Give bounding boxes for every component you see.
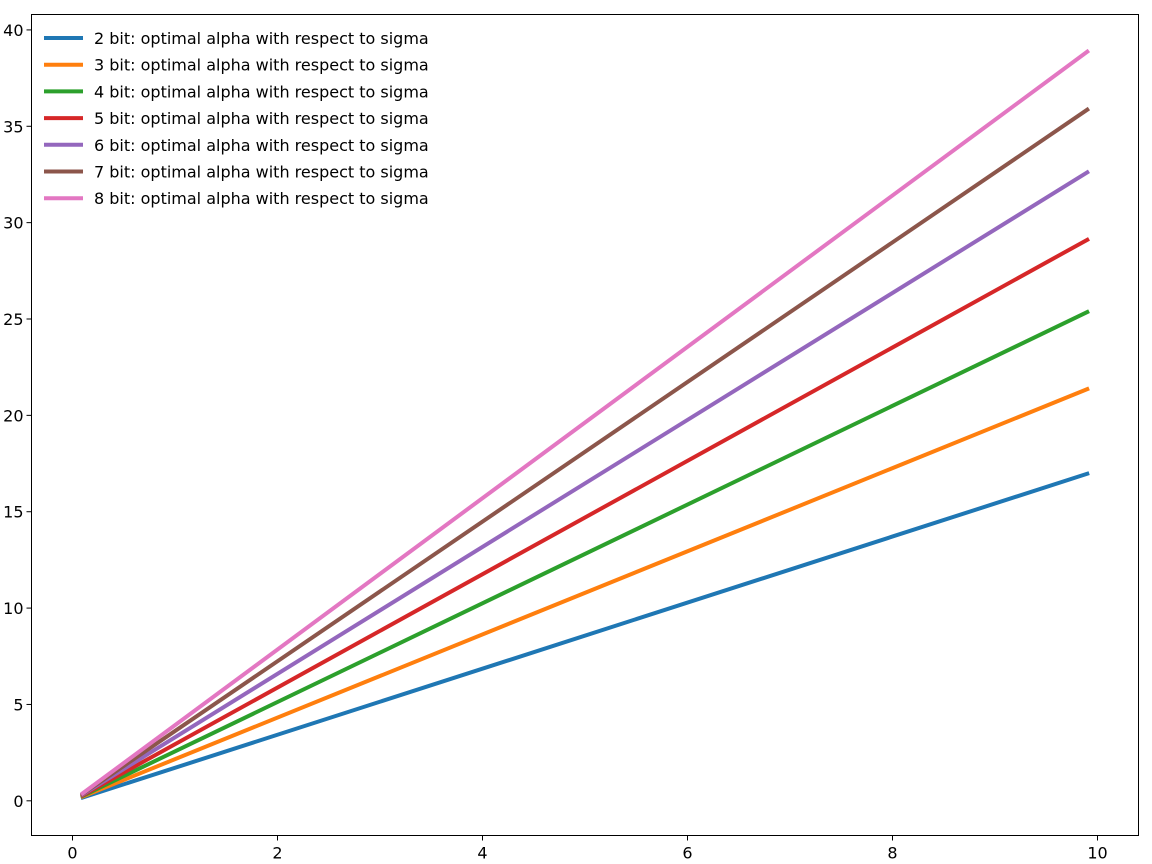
y-tick-label: 5 [13,695,23,714]
legend-item-8-bit: 8 bit: optimal alpha with respect to sig… [44,189,429,208]
y-tick-label: 10 [3,599,23,618]
legend-label: 2 bit: optimal alpha with respect to sig… [94,29,429,48]
x-tick-label: 4 [477,844,487,863]
legend-label: 8 bit: optimal alpha with respect to sig… [94,189,429,208]
y-tick-label: 25 [3,310,23,329]
x-axis: 0 2 4 6 8 10 [67,835,1108,863]
x-tick-label: 2 [272,844,282,863]
y-axis: 0 5 10 15 20 25 30 35 40 [3,21,32,811]
series-line-5-bit [80,237,1090,798]
legend-item-4-bit: 4 bit: optimal alpha with respect to sig… [44,82,429,101]
legend-item-6-bit: 6 bit: optimal alpha with respect to sig… [44,136,429,155]
y-tick-label: 20 [3,406,23,425]
y-tick-label: 15 [3,503,23,522]
series-line-6-bit [79,169,1091,798]
legend-label: 4 bit: optimal alpha with respect to sig… [94,82,429,101]
x-tick-label: 10 [1087,844,1107,863]
y-tick-label: 0 [13,792,23,811]
x-tick-label: 6 [682,844,692,863]
plot-frame [31,14,1139,836]
legend-label: 6 bit: optimal alpha with respect to sig… [94,136,429,155]
legend-label: 5 bit: optimal alpha with respect to sig… [94,109,429,128]
series-line-8-bit [79,48,1091,797]
legend: 2 bit: optimal alpha with respect to sig… [44,29,429,208]
series-layer [79,48,1091,801]
legend-item-3-bit: 3 bit: optimal alpha with respect to sig… [44,56,429,75]
y-tick-label: 40 [3,21,23,40]
series-line-2-bit [80,471,1090,801]
y-tick-label: 35 [3,117,23,136]
x-tick-label: 8 [887,844,897,863]
x-tick-label: 0 [67,844,77,863]
y-tick-label: 30 [3,214,23,233]
series-line-3-bit [80,386,1090,800]
series-line-4-bit [80,309,1090,799]
legend-item-5-bit: 5 bit: optimal alpha with respect to sig… [44,109,429,128]
legend-label: 3 bit: optimal alpha with respect to sig… [94,56,429,75]
legend-label: 7 bit: optimal alpha with respect to sig… [94,163,429,182]
legend-item-7-bit: 7 bit: optimal alpha with respect to sig… [44,163,429,182]
series-line-7-bit [79,106,1091,797]
legend-item-2-bit: 2 bit: optimal alpha with respect to sig… [44,29,429,48]
